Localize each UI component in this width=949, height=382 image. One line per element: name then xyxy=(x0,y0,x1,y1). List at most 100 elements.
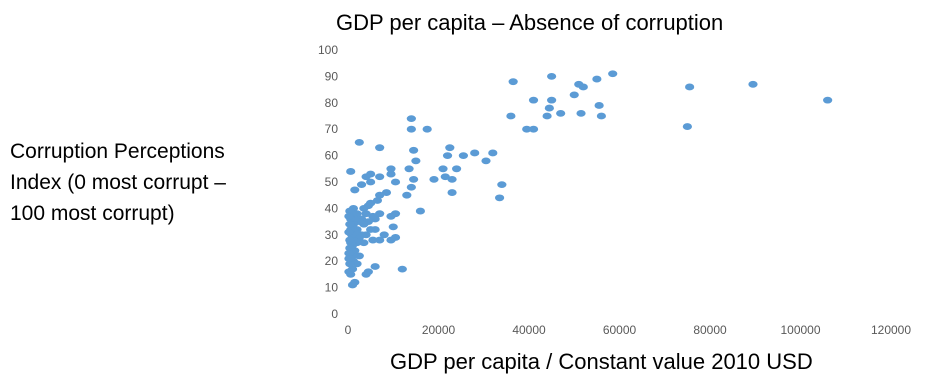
data-point xyxy=(402,191,412,199)
data-point xyxy=(823,96,833,104)
data-point xyxy=(347,281,358,289)
data-point xyxy=(406,183,416,191)
y-tick-label: 80 xyxy=(325,96,339,110)
data-point xyxy=(344,268,354,276)
y-tick-label: 30 xyxy=(325,228,339,242)
data-point xyxy=(366,178,376,186)
data-point xyxy=(522,125,532,133)
x-tick-label: 80000 xyxy=(693,323,727,337)
data-point xyxy=(368,236,378,244)
data-point xyxy=(592,75,602,83)
data-point xyxy=(544,104,554,112)
data-point xyxy=(344,212,354,220)
data-point xyxy=(386,165,396,173)
y-tick-label: 90 xyxy=(325,69,339,83)
data-point xyxy=(748,80,758,88)
data-point xyxy=(344,228,354,236)
data-point xyxy=(361,173,371,181)
data-point xyxy=(594,102,604,109)
data-point xyxy=(346,168,356,175)
data-point xyxy=(397,265,407,273)
data-point xyxy=(569,91,579,99)
data-point xyxy=(386,170,396,178)
y-tick-label: 40 xyxy=(325,201,339,215)
data-point xyxy=(345,220,355,228)
data-point xyxy=(406,115,416,123)
data-point xyxy=(409,175,419,183)
data-point xyxy=(506,112,516,120)
y-tick-label: 70 xyxy=(325,122,339,136)
data-point xyxy=(409,146,419,154)
data-point xyxy=(359,239,369,247)
data-point xyxy=(608,70,618,78)
data-point xyxy=(440,173,450,181)
data-point xyxy=(390,178,401,186)
data-point xyxy=(375,210,385,218)
y-tick-label: 20 xyxy=(325,254,339,268)
data-point xyxy=(422,125,432,133)
data-point xyxy=(528,125,539,133)
data-point xyxy=(386,236,396,244)
y-tick-label: 0 xyxy=(331,307,338,321)
data-point xyxy=(576,109,586,117)
data-point xyxy=(345,260,355,268)
x-tick-label: 100000 xyxy=(780,323,820,337)
data-point xyxy=(415,207,425,215)
data-point xyxy=(354,252,364,260)
data-point xyxy=(470,149,480,157)
data-point xyxy=(379,231,389,239)
data-point xyxy=(361,271,371,278)
data-point xyxy=(442,152,453,160)
data-point xyxy=(368,212,378,220)
data-point xyxy=(386,212,396,220)
data-point xyxy=(345,236,355,244)
data-point xyxy=(344,255,354,262)
data-point xyxy=(447,175,457,183)
data-point xyxy=(366,226,376,233)
x-tick-label: 0 xyxy=(345,323,352,337)
data-point xyxy=(547,73,557,80)
data-point xyxy=(445,144,455,152)
data-point xyxy=(508,78,518,86)
chart-title: GDP per capita – Absence of corruption xyxy=(336,10,724,35)
x-tick-label: 120000 xyxy=(871,323,911,337)
data-point xyxy=(354,139,364,146)
data-point xyxy=(375,173,385,181)
data-point xyxy=(361,210,371,218)
data-point xyxy=(404,165,414,173)
x-tick-label: 40000 xyxy=(512,323,546,337)
data-point xyxy=(381,189,392,196)
data-point xyxy=(345,244,355,252)
y-tick-label: 60 xyxy=(325,149,339,163)
data-point xyxy=(372,197,383,204)
data-point xyxy=(344,249,354,257)
y-axis-label: Corruption Perceptions Index (0 most cor… xyxy=(10,140,226,225)
y-tick-label: 10 xyxy=(325,281,339,295)
y-tick-label: 50 xyxy=(325,175,339,189)
x-tick-label: 20000 xyxy=(422,323,456,337)
data-point xyxy=(458,152,468,160)
data-point xyxy=(452,165,462,173)
data-point xyxy=(375,236,385,244)
y-tick-label: 100 xyxy=(318,43,338,57)
data-point xyxy=(370,263,380,270)
data-point xyxy=(542,112,552,120)
data-point xyxy=(488,149,498,157)
data-point xyxy=(682,123,692,130)
data-point xyxy=(596,112,607,120)
data-point xyxy=(388,223,398,231)
x-axis-label: GDP per capita / Constant value 2010 USD xyxy=(390,349,813,374)
data-point xyxy=(574,80,584,88)
data-point xyxy=(528,96,539,104)
data-point xyxy=(356,181,367,189)
data-point xyxy=(494,194,505,202)
data-point xyxy=(556,109,566,117)
data-point xyxy=(429,175,439,183)
data-point xyxy=(345,207,355,215)
data-point xyxy=(375,144,385,152)
data-point xyxy=(481,157,491,165)
data-point xyxy=(375,191,385,199)
data-point xyxy=(406,125,416,133)
data-point xyxy=(411,157,421,165)
